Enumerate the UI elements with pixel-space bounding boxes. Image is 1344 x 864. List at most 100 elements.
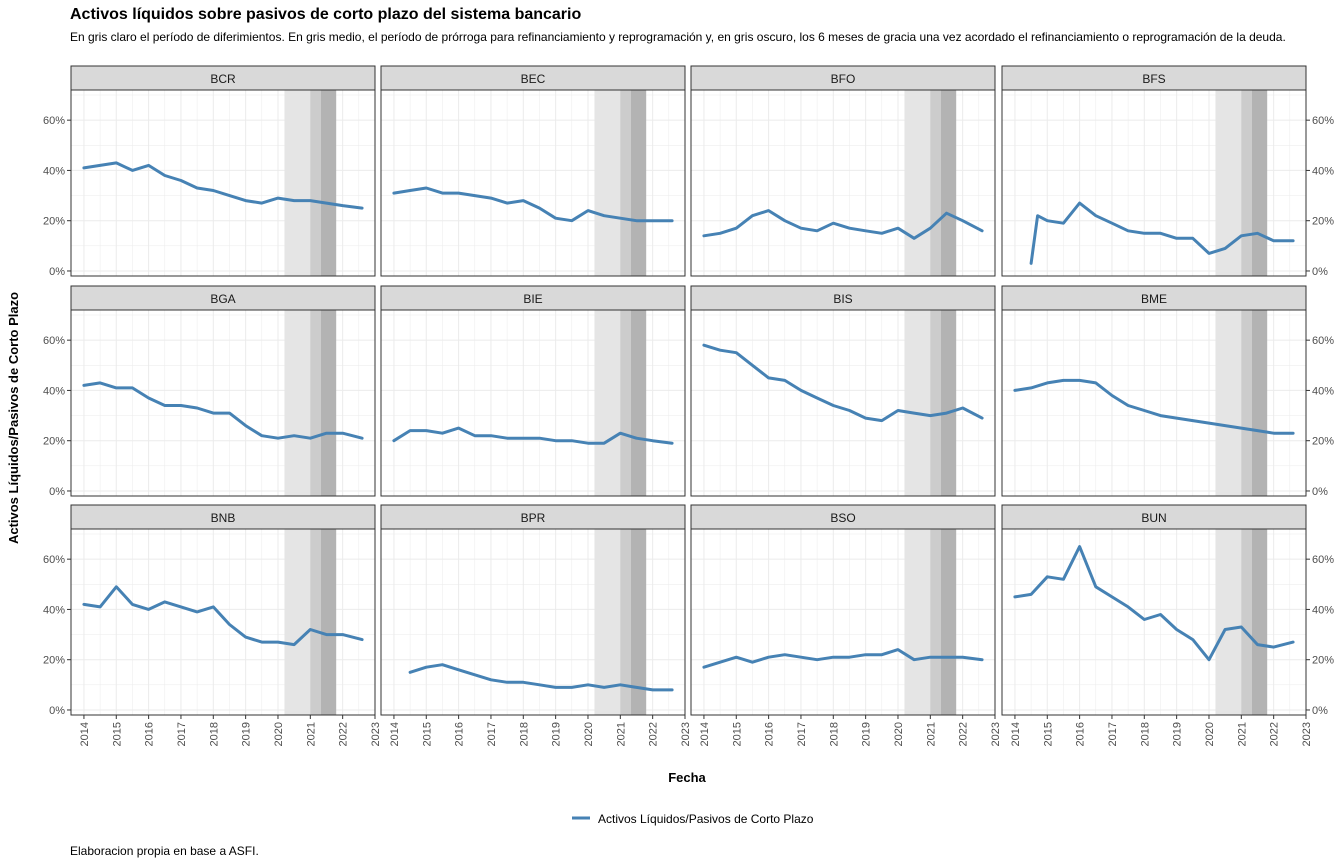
series-line-BSO bbox=[702, 648, 984, 669]
facet-strip bbox=[70, 504, 376, 530]
x-tick-label: 2019 bbox=[241, 722, 253, 746]
shaded-period-prórroga bbox=[1241, 529, 1252, 715]
y-tick-label: 60% bbox=[1312, 335, 1334, 347]
x-tick-label: 2015 bbox=[731, 722, 743, 746]
y-tick-label: 20% bbox=[43, 436, 65, 448]
facet-strip-label: BGA bbox=[210, 292, 235, 306]
chart-title: Activos líquidos sobre pasivos de corto … bbox=[70, 6, 582, 23]
x-tick-label: 2023 bbox=[680, 722, 692, 746]
y-tick-label: 20% bbox=[1312, 436, 1334, 448]
facet-strip bbox=[70, 285, 376, 311]
y-tick-label: 20% bbox=[1312, 655, 1334, 667]
facet-strip-label: BIE bbox=[523, 292, 542, 306]
series-line-BIS bbox=[702, 343, 984, 423]
x-axis-title: Fecha bbox=[668, 770, 706, 785]
x-tick-label: 2019 bbox=[1172, 722, 1184, 746]
y-tick-label: 0% bbox=[49, 486, 65, 498]
shaded-period-diferimientos bbox=[594, 90, 621, 276]
series-line-BIE bbox=[392, 426, 674, 445]
facet-strip-label: BFO bbox=[831, 72, 856, 86]
x-tick-label: 2020 bbox=[893, 722, 905, 746]
x-tick-label: 2022 bbox=[1269, 722, 1281, 746]
facet-strip-label: BSO bbox=[830, 511, 855, 525]
facet-strip bbox=[1001, 504, 1307, 530]
x-tick-label: 2017 bbox=[486, 722, 498, 746]
x-tick-label: 2014 bbox=[1010, 722, 1022, 746]
facet-strip bbox=[690, 504, 996, 530]
y-tick-label: 60% bbox=[43, 554, 65, 566]
x-tick-label: 2014 bbox=[699, 722, 711, 746]
shaded-period-gracia bbox=[940, 310, 957, 496]
shaded-period-diferimientos bbox=[904, 310, 931, 496]
x-tick-label: 2022 bbox=[648, 722, 660, 746]
shaded-period-gracia bbox=[320, 529, 337, 715]
y-tick-label: 40% bbox=[1312, 604, 1334, 616]
x-tick-label: 2017 bbox=[796, 722, 808, 746]
y-tick-label: 60% bbox=[43, 115, 65, 127]
facet-strip-label: BNB bbox=[211, 511, 236, 525]
shaded-period-diferimientos bbox=[904, 90, 931, 276]
x-tick-label: 2023 bbox=[990, 722, 1002, 746]
shaded-period-prórroga bbox=[1241, 90, 1252, 276]
series-line-BCR bbox=[82, 161, 364, 210]
y-tick-label: 40% bbox=[43, 604, 65, 616]
x-tick-label: 2017 bbox=[1107, 722, 1119, 746]
x-tick-label: 2015 bbox=[1042, 722, 1054, 746]
x-tick-label: 2021 bbox=[305, 722, 317, 746]
shaded-period-prórroga bbox=[620, 90, 631, 276]
x-tick-label: 2018 bbox=[208, 722, 220, 746]
shaded-period-diferimientos bbox=[1215, 90, 1242, 276]
shaded-period-diferimientos bbox=[1215, 310, 1242, 496]
x-tick-label: 2019 bbox=[551, 722, 563, 746]
chart-subtitle: En gris claro el período de diferimiento… bbox=[70, 30, 1286, 44]
series-line-BUN bbox=[1013, 545, 1295, 662]
y-tick-label: 60% bbox=[1312, 115, 1334, 127]
x-tick-label: 2017 bbox=[176, 722, 188, 746]
y-tick-label: 20% bbox=[1312, 216, 1334, 228]
x-tick-label: 2023 bbox=[1301, 722, 1313, 746]
series-line-BEC bbox=[392, 186, 674, 223]
shaded-period-gracia bbox=[320, 90, 337, 276]
legend-label: Activos Líquidos/Pasivos de Corto Plazo bbox=[598, 812, 814, 826]
shaded-period-gracia bbox=[940, 529, 957, 715]
shaded-period-prórroga bbox=[930, 90, 941, 276]
shaded-period-gracia bbox=[320, 310, 337, 496]
x-tick-label: 2018 bbox=[828, 722, 840, 746]
facet-strip bbox=[690, 65, 996, 91]
shaded-period-prórroga bbox=[620, 529, 631, 715]
facet-strip bbox=[690, 285, 996, 311]
x-tick-label: 2020 bbox=[1204, 722, 1216, 746]
shaded-period-prórroga bbox=[310, 90, 321, 276]
x-tick-label: 2018 bbox=[1139, 722, 1151, 746]
shaded-period-prórroga bbox=[310, 310, 321, 496]
shaded-period-diferimientos bbox=[594, 310, 621, 496]
facet-strip bbox=[1001, 65, 1307, 91]
x-tick-label: 2014 bbox=[79, 722, 91, 746]
shaded-period-prórroga bbox=[930, 529, 941, 715]
facet-strip bbox=[380, 504, 686, 530]
y-tick-label: 40% bbox=[43, 165, 65, 177]
y-tick-label: 0% bbox=[49, 266, 65, 278]
facet-strip-label: BME bbox=[1141, 292, 1167, 306]
y-tick-label: 0% bbox=[1312, 266, 1328, 278]
shaded-period-gracia bbox=[630, 90, 647, 276]
shaded-period-gracia bbox=[1251, 529, 1268, 715]
series-line-BFO bbox=[702, 209, 984, 240]
x-tick-label: 2016 bbox=[764, 722, 776, 746]
facet-strip bbox=[380, 65, 686, 91]
shaded-period-gracia bbox=[630, 529, 647, 715]
series-line-BFS bbox=[1029, 201, 1295, 265]
facet-strip bbox=[1001, 285, 1307, 311]
x-tick-label: 2016 bbox=[1075, 722, 1087, 746]
facet-strip-label: BUN bbox=[1141, 511, 1166, 525]
y-tick-label: 20% bbox=[43, 216, 65, 228]
facet-strip bbox=[380, 285, 686, 311]
x-tick-label: 2016 bbox=[454, 722, 466, 746]
x-tick-label: 2016 bbox=[144, 722, 156, 746]
x-tick-label: 2014 bbox=[389, 722, 401, 746]
shaded-period-gracia bbox=[1251, 90, 1268, 276]
chart-caption: Elaboracion propia en base a ASFI. bbox=[70, 844, 259, 858]
series-line-BGA bbox=[82, 381, 364, 440]
facet-strip-label: BFS bbox=[1142, 72, 1165, 86]
